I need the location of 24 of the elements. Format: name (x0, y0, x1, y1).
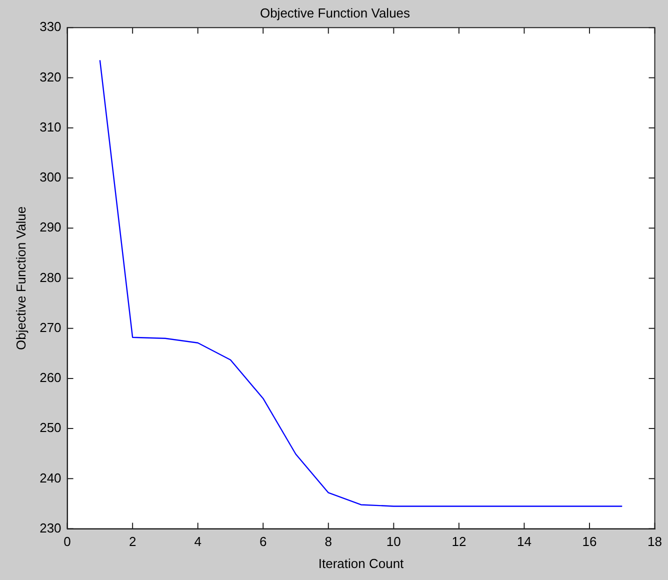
x-tick-label: 2 (128, 534, 136, 550)
x-axis-title: Iteration Count (318, 556, 404, 571)
y-tick-label: 330 (40, 19, 62, 34)
y-tick-label: 320 (40, 69, 62, 84)
x-tick-label: 8 (324, 534, 332, 550)
x-tick-label: 14 (516, 534, 532, 550)
x-tick-label: 10 (386, 534, 401, 550)
x-tick-label: 0 (64, 534, 71, 550)
chart-title: Objective Function Values (260, 5, 411, 20)
x-tick-label: 12 (452, 534, 466, 550)
y-tick-label: 240 (40, 470, 62, 486)
y-axis-title: Objective Function Value (13, 206, 28, 350)
y-tick-label: 310 (40, 119, 62, 134)
y-tick-label: 230 (40, 520, 62, 536)
x-tick-label: 18 (648, 534, 662, 550)
y-tick-label: 250 (40, 420, 62, 436)
x-tick-label: 6 (260, 534, 267, 550)
y-tick-label: 300 (40, 170, 62, 185)
x-tick-label: 16 (582, 534, 597, 550)
y-tick-label: 290 (40, 220, 62, 235)
y-tick-label: 280 (40, 270, 62, 285)
y-tick-label: 270 (40, 320, 62, 335)
x-tick-label: 4 (194, 534, 202, 550)
y-tick-label: 260 (40, 370, 62, 386)
